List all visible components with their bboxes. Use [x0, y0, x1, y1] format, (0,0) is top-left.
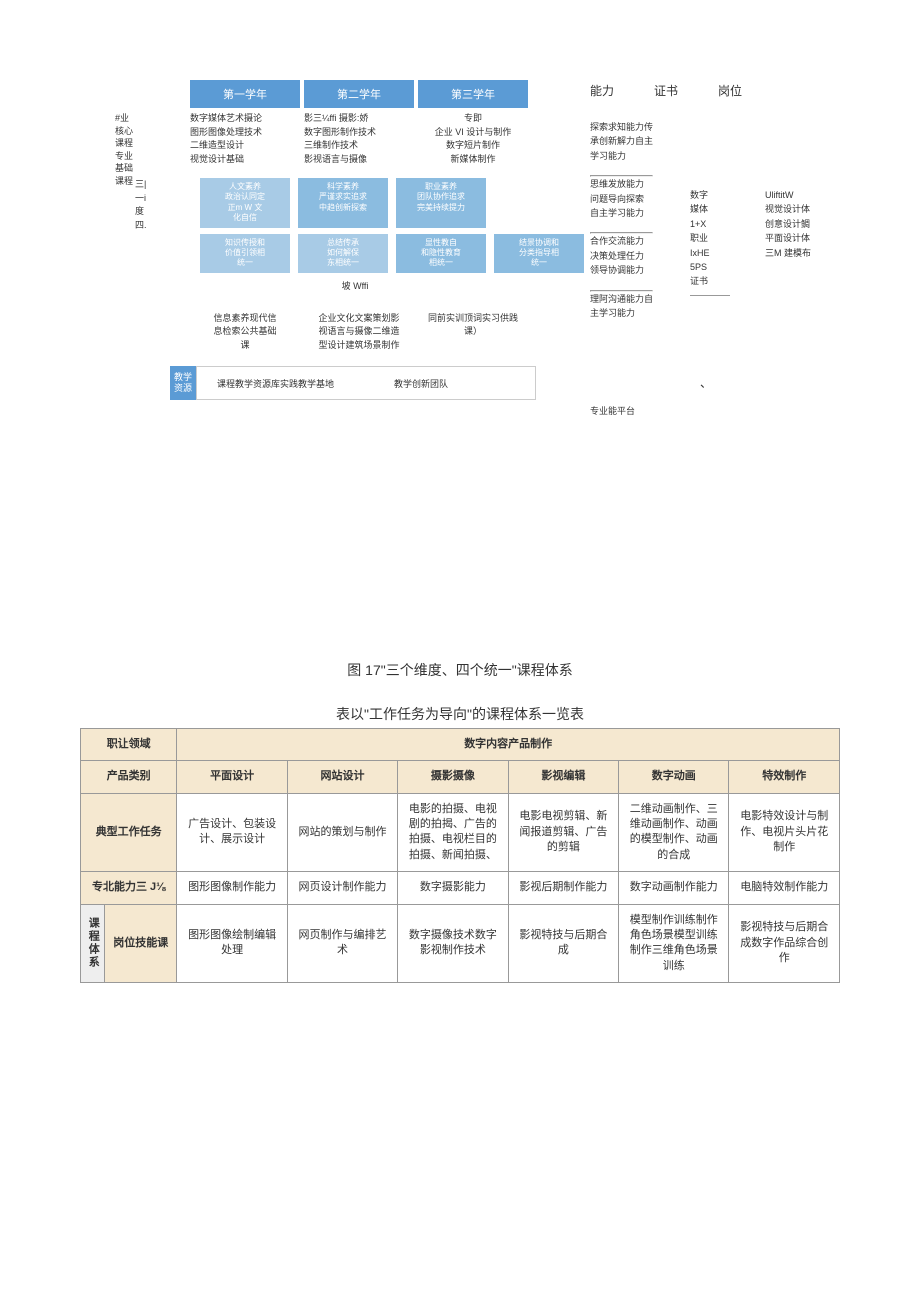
cat-2: 网站设计	[287, 761, 397, 793]
abilities-column: 探索求知能力传 承创新解力自主 学习能力 思维发放能力 问题导向探索 自主学习能…	[590, 120, 653, 332]
ability-group-4: 理阿沟通能力自 主学习能力	[590, 292, 653, 325]
row-header-skill: 岗位技能课	[105, 904, 177, 983]
cat-5: 数字动画	[619, 761, 729, 793]
abl-4: 影视后期制作能力	[508, 872, 618, 904]
right-column-headers: 能力 证书 岗位	[590, 82, 742, 99]
row-header-tasks: 典型工作任务	[81, 793, 177, 872]
unity-box-1: 知识传授和 价值引领相 统一	[200, 234, 290, 273]
cat-1: 平面设计	[177, 761, 287, 793]
cat-3: 摄影摄像	[398, 761, 508, 793]
top-courses-grid: 数字媒体艺术摄论 图形图像处理技术 二维造型设计 视觉设计基础 影三¼ffi 摄…	[190, 112, 890, 166]
skill-4: 影视特技与后期合成	[508, 904, 618, 983]
ability-group-1: 探索求知能力传 承创新解力自主 学习能力	[590, 120, 653, 167]
task-6: 电影特效设计与制作、电视片头片花制作	[729, 793, 840, 872]
skill-3: 数字摄像技术数字影视制作技术	[398, 904, 508, 983]
course-col-2: 影三¼ffi 摄影:娇 数字图形制作技术 三维制作技术 影视语言与摄像	[304, 112, 414, 166]
row-header-ability: 专北能力三 J⅛	[81, 872, 177, 904]
row-header-domain: 职让领域	[81, 728, 177, 760]
year-2: 第二学年	[304, 80, 414, 108]
table-row: 产品类别 平面设计 网站设计 摄影摄像 影视编辑 数字动画 特效制作	[81, 761, 840, 793]
mid-wffi-text: 坡 Wffi	[190, 279, 520, 292]
cat-4: 影视编辑	[508, 761, 618, 793]
table-row: 典型工作任务 广告设计、包装设计、展示设计 网站的策划与制作 电影的拍摄、电视剧…	[81, 793, 840, 872]
domain-span: 数字内容产品制作	[177, 728, 840, 760]
bottom-courses: 信息素养现代信 息检索公共基础 课 企业文化文案策划影 视语言与摄像二维造 型设…	[190, 312, 890, 353]
unity-box-3: 显性教自 和隐性教育 相统一	[396, 234, 486, 273]
abl-2: 网页设计制作能力	[287, 872, 397, 904]
ability-group-2: 思维发放能力 问题导向探索 自主学习能力	[590, 177, 653, 224]
quality-box-3: 职业素养 团队协作追求 完美持续提力	[396, 178, 486, 228]
header-cert: 证书	[654, 82, 678, 99]
platform-text: 专业能平台	[590, 404, 635, 417]
quality-box-1: 人文素养 政治认同定 正m W 文 化自信	[200, 178, 290, 228]
bottom-col-1: 信息素养现代信 息检索公共基础 课	[190, 312, 300, 353]
task-5: 二维动画制作、三维动画制作、动画的模型制作、动画的合成	[619, 793, 729, 872]
curriculum-table: 职让领域 数字内容产品制作 产品类别 平面设计 网站设计 摄影摄像 影视编辑 数…	[80, 728, 840, 983]
certs-column: 数字 媒体 1+X 职业 IxHE 5PS 证书	[690, 188, 730, 302]
posts-column: UliftitW 视觉设计体 创意设计鲷 平面设计体 三M 建模布	[765, 188, 811, 260]
task-2: 网站的策划与制作	[287, 793, 397, 872]
year-headers: 第一学年 第二学年 第三学年	[190, 80, 890, 108]
side-label-dims: 三|一i度四.	[135, 178, 147, 232]
vertical-label: 课程体系	[81, 904, 105, 983]
skill-1: 图形图像绘制编辑处理	[177, 904, 287, 983]
unity-box-4: 结景协调和 分类指导相 统一	[494, 234, 584, 273]
task-4: 电影电视剪辑、新闻报道剪辑、广告的剪辑	[508, 793, 618, 872]
course-col-3: 专即 企业 VI 设计与制作 数字短片制作 新媒体制作	[418, 112, 528, 166]
resource-label: 教学 资源	[170, 366, 196, 400]
year-3: 第三学年	[418, 80, 528, 108]
header-post: 岗位	[718, 82, 742, 99]
side-label-courses: #业 核心 课程 专业 基础 课程	[115, 112, 160, 188]
task-1: 广告设计、包装设计、展示设计	[177, 793, 287, 872]
checkmark-icon: 、	[700, 374, 712, 391]
curriculum-diagram: 能力 证书 岗位 第一学年 第二学年 第三学年 #业 核心 课程 专业 基础 课…	[160, 80, 890, 400]
table-row: 职让领域 数字内容产品制作	[81, 728, 840, 760]
resource-item-2: 教学创新团队	[394, 377, 448, 390]
table-row: 课程体系 岗位技能课 图形图像绘制编辑处理 网页制作与编排艺术 数字摄像技术数字…	[81, 904, 840, 983]
resource-bar: 教学 资源 课程教学资源库实践教学基地 教学创新团队	[170, 366, 890, 400]
quality-box-2: 科学素养 严谨求实追求 中趋创新探索	[298, 178, 388, 228]
resource-item-1: 课程教学资源库实践教学基地	[217, 377, 334, 390]
year-1: 第一学年	[190, 80, 300, 108]
ability-group-3: 合作交流能力 决策处理任力 领导协调能力	[590, 234, 653, 281]
header-ability: 能力	[590, 82, 614, 99]
abl-3: 数字摄影能力	[398, 872, 508, 904]
course-col-1: 数字媒体艺术摄论 图形图像处理技术 二维造型设计 视觉设计基础	[190, 112, 300, 166]
figure-17-caption: 图 17"三个维度、四个统一"课程体系	[30, 660, 890, 680]
abl-6: 电脑特效制作能力	[729, 872, 840, 904]
table-row: 专北能力三 J⅛ 图形图像制作能力 网页设计制作能力 数字摄影能力 影视后期制作…	[81, 872, 840, 904]
cat-6: 特效制作	[729, 761, 840, 793]
skill-6: 影视特技与后期合成数字作品综合创作	[729, 904, 840, 983]
task-3: 电影的拍摄、电视剧的拍揭、广告的拍摄、电视栏目的拍摄、新闻拍摄、	[398, 793, 508, 872]
abl-5: 数字动画制作能力	[619, 872, 729, 904]
abl-1: 图形图像制作能力	[177, 872, 287, 904]
skill-5: 模型制作训练制作角色场景模型训练制作三维角色场景训练	[619, 904, 729, 983]
table-caption: 表以"工作任务为导向"的课程体系一览表	[30, 704, 890, 724]
bottom-col-2: 企业文化文案策划影 视语言与摄像二维造 型设计建筑场景制作	[304, 312, 414, 353]
skill-2: 网页制作与编排艺术	[287, 904, 397, 983]
row-header-category: 产品类别	[81, 761, 177, 793]
bottom-col-3: 同前实训顶词实习供践 课）	[418, 312, 528, 353]
unity-box-2: 总结传承 如何解保 东相统一	[298, 234, 388, 273]
